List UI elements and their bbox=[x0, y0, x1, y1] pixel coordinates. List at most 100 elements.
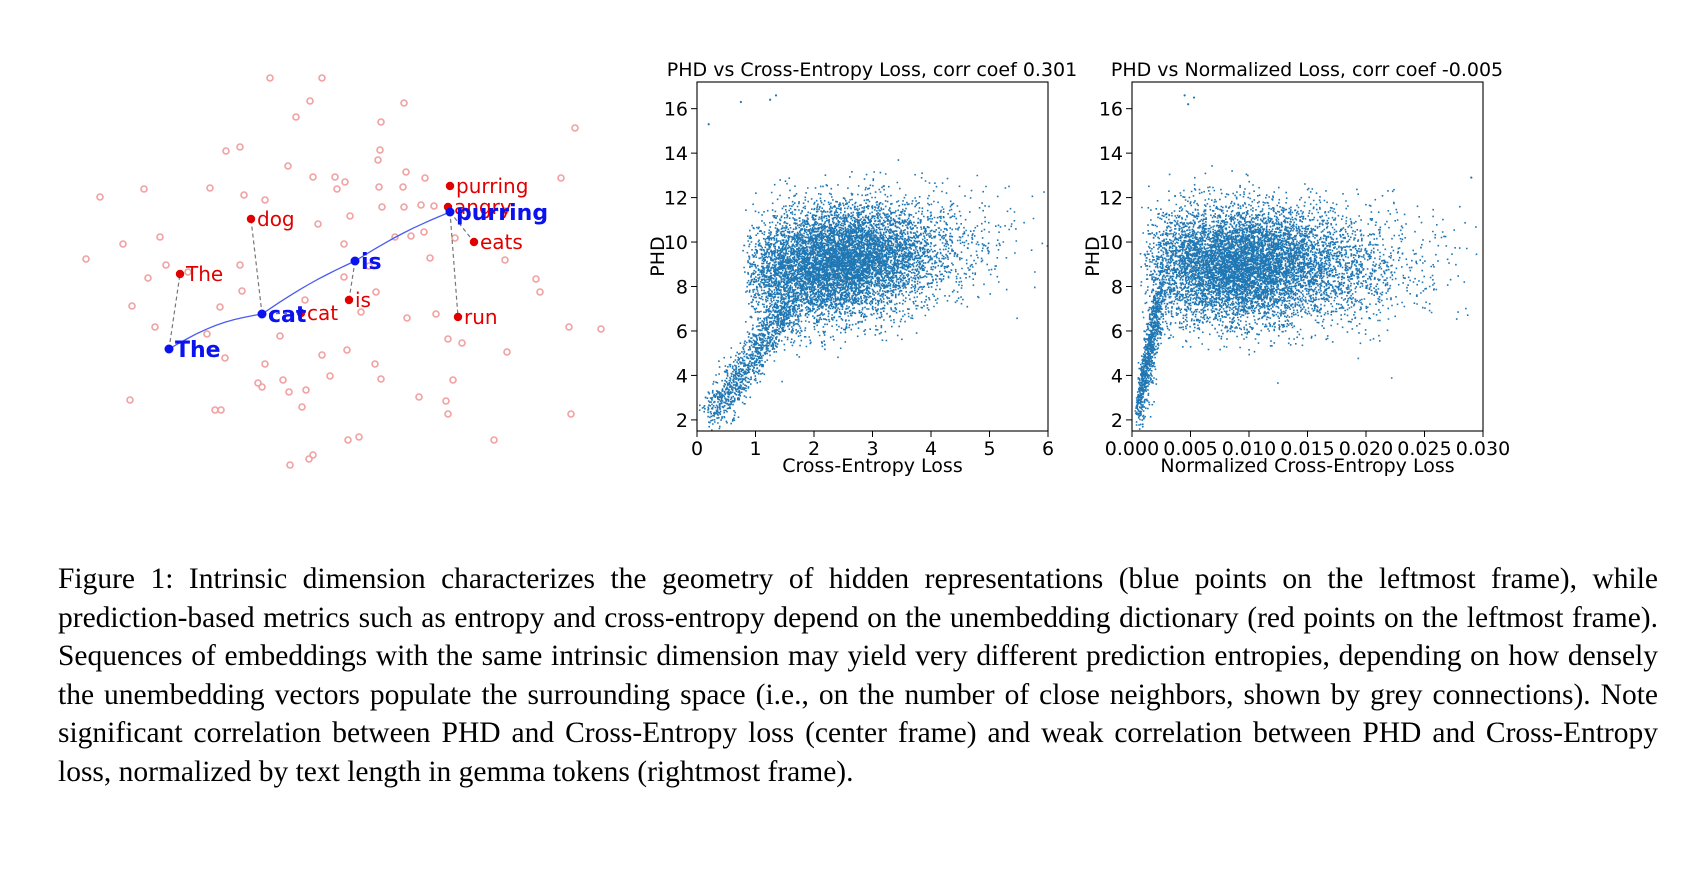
unembedding-point bbox=[453, 312, 463, 322]
background-point bbox=[421, 174, 429, 182]
background-point bbox=[305, 455, 313, 463]
unembedding-point bbox=[246, 214, 256, 224]
scatter-point bbox=[769, 98, 772, 101]
background-point bbox=[333, 185, 341, 193]
neighbor-link bbox=[250, 218, 263, 315]
background-point bbox=[302, 386, 310, 394]
background-point bbox=[236, 143, 244, 151]
background-point bbox=[340, 240, 348, 248]
scatter-points bbox=[1134, 94, 1478, 430]
background-point bbox=[314, 220, 322, 228]
scatter-point bbox=[707, 123, 710, 126]
background-point bbox=[415, 393, 423, 401]
background-point bbox=[119, 240, 127, 248]
background-point bbox=[276, 332, 284, 340]
background-point bbox=[377, 375, 385, 383]
background-point bbox=[357, 308, 365, 316]
neighbor-link bbox=[168, 273, 181, 350]
figure-1: purring angry dog eats The is cat run The cat is p… bbox=[82, 59, 1510, 477]
unembedding-point bbox=[344, 295, 354, 305]
y-tick-label: 4 bbox=[676, 365, 688, 387]
x-tick-label: 4 bbox=[925, 438, 937, 460]
scatter-chart-1: 0.000 0.005 0.010 0.015 0.020 0.025 0.030 2 4 6 8 1… bbox=[1082, 59, 1510, 477]
x-tick-label: 0.005 bbox=[1163, 438, 1217, 460]
x-tick-label: 0.000 bbox=[1105, 438, 1159, 460]
background-point bbox=[238, 287, 246, 295]
plot-frame bbox=[696, 81, 1049, 432]
x-tick-label: 0.025 bbox=[1397, 438, 1451, 460]
unembedding-word-label: The bbox=[185, 262, 223, 286]
background-point bbox=[126, 396, 134, 404]
background-point bbox=[501, 207, 509, 215]
background-point bbox=[442, 397, 450, 405]
background-point bbox=[371, 360, 379, 368]
x-tick-label: 0.020 bbox=[1339, 438, 1393, 460]
background-point bbox=[331, 173, 339, 181]
background-point bbox=[128, 302, 136, 310]
background-point bbox=[82, 255, 90, 263]
y-tick-label: 10 bbox=[664, 232, 688, 254]
unembedding-point bbox=[445, 181, 455, 191]
y-tick-label: 6 bbox=[1111, 321, 1123, 343]
background-point bbox=[571, 124, 579, 132]
background-unembedding-points bbox=[82, 74, 605, 469]
background-point bbox=[430, 202, 438, 210]
background-point bbox=[140, 185, 148, 193]
background-point bbox=[402, 168, 410, 176]
background-point bbox=[306, 97, 314, 105]
background-point bbox=[532, 275, 540, 283]
background-point bbox=[222, 147, 230, 155]
neighbor-link bbox=[449, 211, 459, 318]
hidden-token-point bbox=[257, 309, 267, 319]
chart-title: PHD vs Cross-Entropy Loss, corr coef 0.3… bbox=[667, 59, 1077, 81]
background-point bbox=[217, 406, 225, 414]
scatter-point bbox=[774, 94, 778, 97]
x-tick-label: 0.010 bbox=[1222, 438, 1276, 460]
y-tick-label: 8 bbox=[676, 277, 688, 299]
hidden-token-label: The bbox=[175, 338, 221, 363]
y-tick-label: 12 bbox=[664, 188, 688, 210]
background-point bbox=[399, 183, 407, 191]
background-point bbox=[144, 274, 152, 282]
y-tick-label: 2 bbox=[676, 410, 688, 432]
background-point bbox=[417, 201, 425, 209]
background-point bbox=[449, 376, 457, 384]
background-point bbox=[151, 323, 159, 331]
background-point bbox=[309, 451, 317, 459]
background-point bbox=[503, 348, 511, 356]
y-tick-label: 14 bbox=[1099, 143, 1123, 165]
y-tick-label: 10 bbox=[1099, 232, 1123, 254]
hidden-token-label: cat bbox=[268, 303, 307, 328]
scatter-point bbox=[1192, 96, 1196, 99]
background-point bbox=[156, 233, 164, 241]
background-point bbox=[444, 335, 452, 343]
figure-caption: Figure 1: Intrinsic dimension characteri… bbox=[58, 563, 1658, 788]
background-point bbox=[292, 113, 300, 121]
background-point bbox=[420, 228, 428, 236]
hidden-token-point bbox=[350, 256, 360, 266]
y-tick-label: 4 bbox=[1111, 365, 1123, 387]
background-point bbox=[403, 314, 411, 322]
scatter-cloud bbox=[698, 159, 1048, 431]
background-point bbox=[341, 178, 349, 186]
background-point bbox=[206, 184, 214, 192]
y-tick-label: 14 bbox=[664, 143, 688, 165]
background-point bbox=[326, 372, 334, 380]
chart-title: PHD vs Normalized Loss, corr coef -0.005 bbox=[1111, 59, 1503, 81]
neighbor-links bbox=[168, 211, 475, 350]
hidden-token-label: purring bbox=[456, 201, 548, 226]
background-point bbox=[285, 388, 293, 396]
x-tick-label: 0 bbox=[691, 438, 703, 460]
hidden-token-label: is bbox=[361, 250, 382, 275]
background-point bbox=[536, 288, 544, 296]
background-point bbox=[216, 303, 224, 311]
background-point bbox=[391, 233, 399, 241]
background-point bbox=[400, 203, 408, 211]
unembedding-word-label: is bbox=[355, 288, 371, 312]
background-point bbox=[344, 436, 352, 444]
background-point bbox=[374, 156, 382, 164]
background-point bbox=[236, 261, 244, 269]
